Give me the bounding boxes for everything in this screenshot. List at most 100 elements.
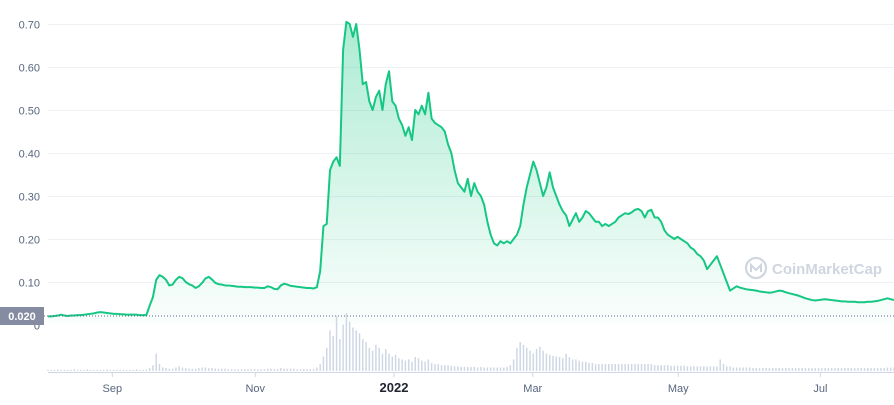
volume-bar bbox=[863, 368, 866, 371]
volume-bar bbox=[70, 369, 72, 371]
volume-bar bbox=[437, 364, 439, 371]
price-line bbox=[48, 20, 894, 318]
volume-bar bbox=[119, 369, 121, 371]
volume-bar bbox=[794, 368, 797, 371]
volume-bar bbox=[680, 365, 682, 371]
volume-bar bbox=[771, 368, 774, 371]
volume-bar bbox=[181, 367, 184, 371]
volume-bar bbox=[588, 362, 590, 371]
volume-bar bbox=[667, 365, 669, 371]
volume-bar bbox=[650, 364, 653, 371]
volume-bar bbox=[476, 367, 479, 371]
volume-bar bbox=[522, 344, 525, 371]
coinmarketcap-logo-icon bbox=[744, 256, 768, 280]
volume-bar bbox=[414, 357, 416, 371]
volume-bar bbox=[762, 368, 764, 371]
volume-bar bbox=[470, 366, 472, 371]
x-tick-label: Nov bbox=[245, 383, 265, 395]
price-area-fill bbox=[48, 21, 894, 325]
volume-bar bbox=[73, 369, 75, 371]
x-tick-label: Jul bbox=[813, 383, 827, 395]
volume-bar bbox=[591, 362, 594, 371]
volume-bar bbox=[493, 367, 495, 371]
volume-bar bbox=[509, 365, 512, 371]
volume-bar bbox=[244, 369, 246, 371]
x-tick-label: Sep bbox=[103, 383, 123, 395]
volume-bar bbox=[221, 368, 223, 371]
volume-bar bbox=[853, 368, 856, 371]
volume-bar bbox=[440, 365, 443, 371]
volume-bar bbox=[640, 364, 643, 371]
volume-bar bbox=[614, 364, 617, 371]
volume-bar bbox=[804, 368, 807, 371]
volume-bar bbox=[106, 369, 108, 371]
volume-bar bbox=[480, 366, 482, 371]
volume-bar bbox=[148, 368, 151, 371]
volume-bar bbox=[712, 366, 715, 371]
y-axis: 0.70 0.60 0.50 0.40 0.30 0.20 0.10 0 bbox=[19, 20, 40, 333]
volume-bar bbox=[621, 364, 623, 371]
volume-bar bbox=[224, 368, 226, 371]
volume-bar bbox=[699, 366, 702, 371]
volume-bar bbox=[801, 368, 803, 371]
y-tick-label: 0.70 bbox=[19, 20, 40, 32]
volume-bar bbox=[342, 324, 344, 371]
volume-bar bbox=[99, 369, 102, 371]
volume-bar bbox=[565, 353, 567, 371]
volume-bar bbox=[116, 369, 118, 371]
volume-bar bbox=[214, 368, 216, 371]
volume-bar bbox=[306, 369, 308, 371]
volume-bar bbox=[234, 369, 236, 371]
volume-bar bbox=[529, 350, 531, 371]
volume-bar bbox=[545, 353, 548, 371]
volume-bar bbox=[191, 368, 194, 371]
volume-bar bbox=[168, 368, 171, 371]
volume-bar bbox=[693, 366, 695, 371]
volume-bar bbox=[204, 367, 207, 371]
volume-bar bbox=[627, 364, 630, 371]
volume-bar bbox=[827, 368, 830, 371]
volume-bar bbox=[329, 330, 331, 371]
volume-bar bbox=[129, 369, 131, 371]
volume-bar bbox=[539, 346, 541, 371]
volume-bar bbox=[630, 364, 633, 371]
volume-bar bbox=[142, 369, 144, 371]
volume-bar bbox=[850, 368, 853, 371]
volume-bar bbox=[870, 368, 872, 371]
volume-bar bbox=[158, 364, 161, 371]
volume-bar bbox=[155, 353, 157, 371]
volume-bar bbox=[427, 359, 430, 371]
volume-bar bbox=[706, 366, 708, 371]
y-tick-label: 0.40 bbox=[19, 149, 40, 161]
volume-bar bbox=[447, 365, 449, 371]
volume-bar bbox=[375, 344, 377, 371]
volume-bar bbox=[506, 366, 508, 371]
y-tick-label: 0 bbox=[34, 321, 40, 333]
volume-bar bbox=[444, 365, 446, 371]
volume-bar bbox=[352, 327, 354, 371]
volume-bar bbox=[745, 367, 748, 371]
volume-bar bbox=[299, 369, 302, 371]
volume-bar bbox=[394, 354, 397, 371]
volume-bar bbox=[112, 369, 115, 371]
volume-bar bbox=[162, 367, 164, 371]
volume-bar bbox=[578, 360, 580, 371]
volume-bar bbox=[735, 367, 738, 371]
volume-bar bbox=[139, 369, 141, 371]
x-axis: Sep Nov 2022 Mar May Jul bbox=[48, 372, 894, 395]
volume-bar bbox=[93, 369, 95, 371]
volume-bar bbox=[339, 339, 341, 371]
volume-bar bbox=[624, 364, 626, 371]
volume-bar bbox=[194, 368, 197, 371]
volume-bar bbox=[719, 359, 721, 371]
volume-bar bbox=[752, 368, 754, 371]
volume-bar bbox=[532, 353, 535, 371]
volume-bar bbox=[657, 365, 659, 371]
volume-bar bbox=[63, 369, 66, 371]
volume-bar bbox=[132, 369, 134, 371]
volume-bar bbox=[453, 366, 456, 371]
volume-bar bbox=[670, 365, 672, 371]
volume-bar bbox=[280, 368, 282, 371]
